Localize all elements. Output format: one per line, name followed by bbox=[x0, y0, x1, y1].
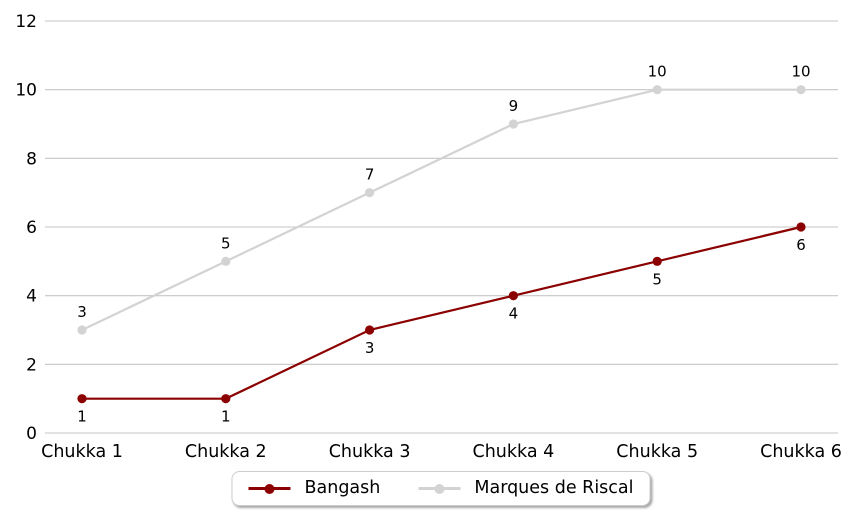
data-point-bangash bbox=[221, 394, 231, 404]
data-label: 1 bbox=[221, 408, 231, 426]
x-tick-label: Chukka 4 bbox=[473, 442, 555, 462]
data-label: 10 bbox=[648, 63, 667, 81]
data-point-marques-de-riscal bbox=[652, 85, 662, 95]
y-tick-label: 0 bbox=[26, 424, 37, 444]
x-tick-label: Chukka 3 bbox=[329, 442, 411, 462]
data-point-bangash bbox=[77, 394, 87, 404]
data-point-bangash bbox=[652, 256, 662, 266]
legend-item-marques-de-riscal: Marques de Riscal bbox=[418, 478, 634, 499]
data-label: 10 bbox=[791, 63, 810, 81]
data-point-bangash bbox=[796, 222, 806, 232]
x-tick-label: Chukka 6 bbox=[760, 442, 842, 462]
data-point-marques-de-riscal bbox=[221, 256, 231, 266]
y-tick-label: 4 bbox=[26, 287, 37, 307]
data-label: 5 bbox=[221, 234, 231, 252]
legend-label-marques-de-riscal: Marques de Riscal bbox=[474, 478, 634, 498]
data-point-marques-de-riscal bbox=[508, 119, 518, 129]
data-label: 9 bbox=[509, 97, 519, 115]
legend-item-bangash: Bangash bbox=[248, 478, 380, 499]
bangash-dot-icon bbox=[264, 483, 275, 494]
x-tick-label: Chukka 1 bbox=[41, 442, 123, 462]
data-point-marques-de-riscal bbox=[796, 85, 806, 95]
legend: Bangash Marques de Riscal bbox=[231, 471, 651, 506]
data-point-marques-de-riscal bbox=[365, 188, 375, 198]
legend-label-bangash: Bangash bbox=[304, 478, 381, 498]
data-point-marques-de-riscal bbox=[77, 325, 87, 335]
data-label: 7 bbox=[365, 166, 375, 184]
data-label: 6 bbox=[796, 236, 806, 254]
x-tick-label: Chukka 5 bbox=[616, 442, 698, 462]
bangash-line-marker-icon bbox=[248, 483, 291, 494]
data-label: 3 bbox=[77, 303, 87, 321]
data-point-bangash bbox=[365, 325, 375, 335]
series-line-bangash bbox=[82, 225, 802, 400]
y-tick-label: 2 bbox=[26, 355, 37, 375]
y-tick-label: 8 bbox=[26, 149, 37, 169]
y-tick-label: 10 bbox=[15, 81, 37, 101]
y-tick-label: 12 bbox=[15, 12, 37, 32]
marques-dot-icon bbox=[434, 483, 445, 494]
data-label: 5 bbox=[652, 270, 662, 288]
x-tick-label: Chukka 2 bbox=[185, 442, 267, 462]
series-line-marques-de-riscal bbox=[81, 88, 801, 331]
y-tick-label: 6 bbox=[26, 218, 37, 238]
data-point-bangash bbox=[508, 291, 518, 301]
data-label: 3 bbox=[365, 339, 375, 357]
data-label: 4 bbox=[509, 305, 519, 323]
marques-line-marker-icon bbox=[418, 483, 461, 494]
data-label: 1 bbox=[77, 408, 87, 426]
